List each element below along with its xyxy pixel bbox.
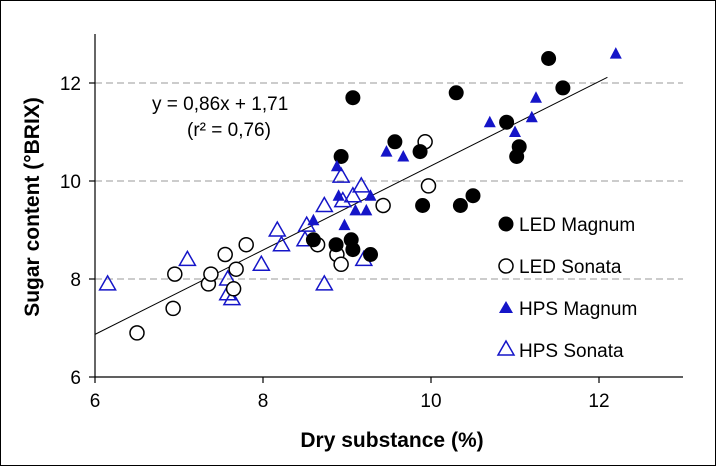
point-led-magnum-17	[305, 232, 321, 248]
point-hps-magnum-13	[338, 218, 351, 231]
point-hps-sonata-11	[315, 274, 334, 291]
point-hps-sonata-14	[351, 176, 371, 193]
x-tick-label-6: 6	[90, 391, 101, 412]
point-led-magnum-10	[415, 198, 431, 213]
legend-label-hps-sonata: HPS Sonata	[519, 341, 624, 362]
point-hps-magnum-11	[332, 189, 345, 201]
gridlines	[95, 82, 683, 280]
point-hps-magnum-5	[380, 145, 393, 157]
point-led-magnum-3	[555, 80, 571, 96]
point-led-sonata-1	[165, 300, 181, 317]
legend-marker-led-sonata	[498, 258, 514, 274]
y-tick-label-8: 8	[70, 270, 81, 291]
y-tick-label-12: 12	[60, 74, 81, 95]
point-led-magnum-6	[509, 149, 525, 164]
point-led-sonata-2	[167, 266, 183, 282]
point-hps-sonata-1	[178, 249, 197, 267]
legend-label-hps-magnum: HPS Magnum	[519, 299, 637, 320]
point-hps-sonata-5	[252, 254, 271, 272]
point-led-sonata-6	[228, 261, 244, 277]
point-hps-magnum-4	[509, 125, 521, 137]
point-led-magnum-1	[448, 85, 464, 101]
point-hps-sonata-0	[98, 274, 117, 291]
point-led-magnum-9	[333, 149, 349, 164]
point-hps-sonata-6	[267, 220, 287, 237]
point-led-sonata-8	[225, 281, 242, 297]
point-hps-magnum-6	[397, 150, 410, 162]
point-led-magnum-13	[328, 237, 344, 253]
trendline-equation: y = 0,86x + 1,71	[152, 94, 288, 115]
point-hps-magnum-2	[525, 110, 538, 123]
point-hps-magnum-1	[530, 91, 542, 103]
point-hps-magnum-8	[349, 203, 362, 216]
point-led-sonata-7	[238, 236, 254, 253]
point-led-magnum-4	[499, 114, 515, 130]
y-tick-label-10: 10	[60, 172, 81, 193]
point-led-magnum-7	[387, 134, 403, 150]
point-hps-sonata-10	[315, 195, 334, 213]
data-points	[98, 47, 622, 341]
legend-marker-led-magnum	[498, 216, 514, 232]
point-led-sonata-0	[129, 325, 145, 341]
y-tick-label-6: 6	[70, 368, 81, 389]
legend-label-led-magnum: LED Magnum	[519, 215, 635, 236]
x-tick-label-12: 12	[588, 391, 609, 412]
trendline-r-squared: (r² = 0,76)	[187, 120, 271, 141]
x-tick-label-8: 8	[258, 391, 269, 412]
point-led-magnum-15	[345, 242, 361, 258]
point-led-sonata-12	[375, 197, 391, 214]
axes: 6 8 10 12 6 8 10 12	[60, 34, 683, 412]
point-led-magnum-11	[452, 198, 468, 213]
point-led-magnum-2	[541, 51, 557, 66]
legend-marker-hps-sonata	[496, 339, 516, 356]
x-tick-label-10: 10	[420, 391, 441, 412]
point-hps-magnum-3	[483, 115, 496, 128]
point-led-magnum-0	[345, 90, 361, 106]
point-hps-magnum-12	[307, 213, 320, 226]
point-led-magnum-16	[363, 247, 379, 262]
legend: LED Magnum LED Sonata HPS Magnum HPS Son…	[496, 215, 637, 362]
point-hps-sonata-12	[331, 166, 351, 183]
x-axis-title: Dry substance (%)	[300, 429, 483, 452]
point-hps-sonata-15	[343, 186, 363, 203]
y-axis-title: Sugar content (°BRIX)	[21, 97, 44, 317]
legend-marker-hps-magnum	[499, 301, 513, 313]
point-led-magnum-12	[465, 188, 481, 204]
point-hps-magnum-0	[609, 47, 622, 59]
point-led-sonata-5	[217, 246, 233, 263]
point-led-sonata-4	[203, 266, 219, 282]
point-hps-sonata-7	[272, 235, 291, 252]
point-hps-magnum-7	[330, 159, 343, 172]
point-hps-sonata-3	[222, 289, 242, 306]
point-hps-magnum-9	[360, 203, 373, 216]
point-led-magnum-8	[412, 144, 428, 160]
legend-label-led-sonata: LED Sonata	[519, 257, 622, 278]
point-led-sonata-13	[420, 178, 437, 194]
point-hps-magnum-10	[364, 189, 377, 201]
point-led-sonata-11	[333, 256, 349, 273]
